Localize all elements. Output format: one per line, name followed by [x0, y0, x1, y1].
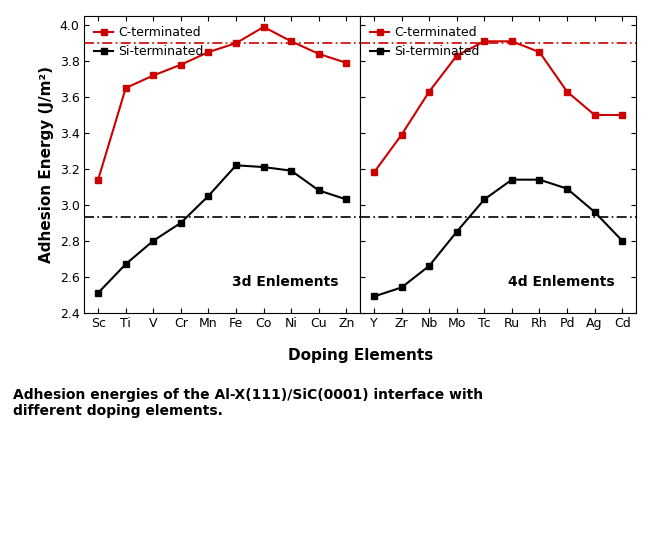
- C-terminated: [535, 49, 543, 56]
- Text: 4d Enlements: 4d Enlements: [508, 275, 615, 289]
- C-terminated: [563, 88, 571, 95]
- C-terminated: [177, 61, 185, 68]
- C-terminated: [453, 52, 461, 59]
- Si-terminated: [288, 168, 295, 174]
- C-terminated: [508, 38, 516, 45]
- C-terminated: [591, 112, 598, 118]
- C-terminated: [425, 88, 433, 95]
- Si-terminated: [398, 284, 406, 291]
- Text: Doping Elements: Doping Elements: [288, 348, 433, 363]
- Si-terminated: [453, 229, 461, 235]
- Si-terminated: [591, 209, 598, 215]
- C-terminated: [370, 169, 378, 176]
- Si-terminated: [204, 192, 212, 199]
- C-terminated: [122, 85, 130, 91]
- C-terminated: [343, 60, 350, 66]
- Si-terminated: [260, 164, 267, 170]
- C-terminated: [149, 72, 157, 79]
- Line: C-terminated: C-terminated: [371, 38, 626, 176]
- Text: 3d Enlements: 3d Enlements: [232, 275, 339, 289]
- C-terminated: [618, 112, 626, 118]
- Si-terminated: [563, 185, 571, 192]
- Legend: C-terminated, Si-terminated: C-terminated, Si-terminated: [367, 23, 483, 62]
- Si-terminated: [480, 196, 488, 203]
- Si-terminated: [535, 176, 543, 183]
- C-terminated: [315, 51, 323, 57]
- Text: Adhesion energies of the Al-X(111)/SiC(0001) interface with
different doping ele: Adhesion energies of the Al-X(111)/SiC(0…: [13, 388, 483, 418]
- Si-terminated: [508, 176, 516, 183]
- C-terminated: [260, 24, 267, 30]
- C-terminated: [204, 49, 212, 56]
- Line: Si-terminated: Si-terminated: [371, 177, 626, 300]
- Si-terminated: [232, 162, 240, 169]
- Si-terminated: [370, 293, 378, 300]
- Y-axis label: Adhesion Energy (J/m²): Adhesion Energy (J/m²): [39, 66, 54, 263]
- Line: Si-terminated: Si-terminated: [95, 162, 350, 296]
- C-terminated: [94, 176, 102, 183]
- Si-terminated: [315, 187, 323, 194]
- C-terminated: [232, 40, 240, 46]
- Legend: C-terminated, Si-terminated: C-terminated, Si-terminated: [91, 23, 207, 62]
- Si-terminated: [343, 196, 350, 203]
- C-terminated: [480, 38, 488, 45]
- Line: C-terminated: C-terminated: [95, 24, 350, 183]
- Si-terminated: [94, 289, 102, 296]
- Si-terminated: [425, 262, 433, 269]
- Si-terminated: [177, 219, 185, 226]
- C-terminated: [288, 38, 295, 45]
- C-terminated: [398, 132, 406, 138]
- Si-terminated: [149, 238, 157, 244]
- Si-terminated: [618, 238, 626, 244]
- Si-terminated: [122, 261, 130, 267]
